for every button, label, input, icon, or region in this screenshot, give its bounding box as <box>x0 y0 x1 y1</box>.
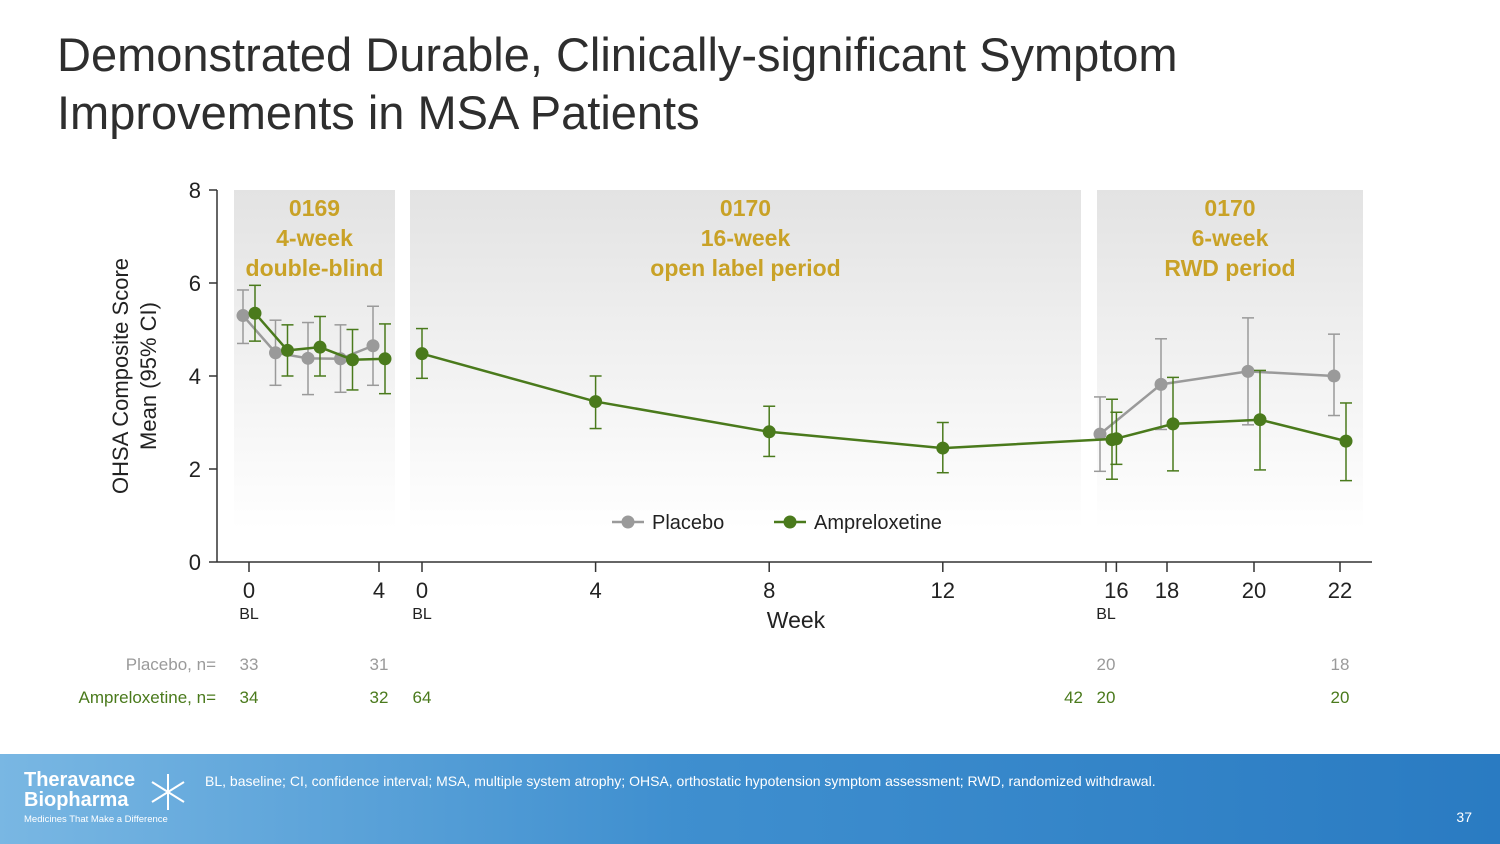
period-band <box>410 190 1081 530</box>
y-tick-label: 2 <box>189 457 201 482</box>
data-point-placebo <box>1093 427 1107 441</box>
n-row-label: Placebo, n= <box>126 655 216 674</box>
x-tick-label: 4 <box>373 578 385 603</box>
x-tick-sublabel: BL <box>239 606 259 623</box>
n-row-label: Ampreloxetine, n= <box>79 688 217 707</box>
data-point-ampreloxetine <box>346 353 359 367</box>
legend-label: Ampreloxetine <box>814 512 942 534</box>
x-tick-label: 12 <box>931 578 955 603</box>
period-label: open label period <box>650 255 840 281</box>
logo-line-1: Theravance <box>24 769 136 791</box>
legend-label: Placebo <box>652 512 724 534</box>
data-point-placebo <box>1241 364 1255 378</box>
n-value: 32 <box>370 688 389 707</box>
data-point-placebo <box>301 351 315 365</box>
data-point-placebo <box>1327 369 1341 383</box>
data-point-ampreloxetine <box>378 352 392 366</box>
footnote: BL, baseline; CI, confidence interval; M… <box>205 773 1156 789</box>
x-tick-label: 22 <box>1328 578 1352 603</box>
period-label: 4-week <box>276 225 353 251</box>
series-line-ampreloxetine <box>1111 418 1347 443</box>
n-value: 18 <box>1331 655 1350 674</box>
data-point-ampreloxetine <box>415 347 429 361</box>
period-label: double-blind <box>246 255 384 281</box>
period-label: RWD period <box>1164 255 1295 281</box>
logo-tagline: Medicines That Make a Difference <box>24 814 168 825</box>
data-point-ampreloxetine <box>313 340 327 354</box>
y-tick-label: 8 <box>189 178 201 203</box>
n-value: 20 <box>1097 655 1116 674</box>
n-value: 42 <box>1064 688 1083 707</box>
x-tick-label: 18 <box>1155 578 1179 603</box>
series-line-placebo <box>1099 370 1335 436</box>
line-chart: 0169 4-week double-blind 0170 16-week open la… <box>79 178 1372 707</box>
n-value: 34 <box>240 688 259 707</box>
data-point-placebo <box>366 339 380 353</box>
period-label: 0169 <box>289 195 340 221</box>
footer-bar: Theravance Biopharma Medicines That Make… <box>0 754 1500 844</box>
data-point-ampreloxetine <box>1339 434 1353 448</box>
data-point-ampreloxetine <box>1253 413 1267 427</box>
slide-title: Demonstrated Durable, Clinically-signifi… <box>57 28 1178 139</box>
n-value: 64 <box>413 688 432 707</box>
x-tick-sublabel: BL <box>1096 606 1116 623</box>
y-tick-label: 0 <box>189 550 201 575</box>
x-tick-label: 8 <box>763 578 775 603</box>
y-tick-label: 4 <box>189 364 201 389</box>
data-point-ampreloxetine <box>589 395 603 409</box>
period-label: 16-week <box>701 225 791 251</box>
n-value: 31 <box>370 655 389 674</box>
legend-swatch-marker <box>621 515 635 529</box>
data-point-ampreloxetine <box>936 441 950 455</box>
y-axis-label-line1: OHSA Composite Score <box>108 258 133 494</box>
data-point-ampreloxetine <box>1105 433 1119 447</box>
data-point-ampreloxetine <box>248 306 262 320</box>
logo-line-2: Biopharma <box>24 789 129 811</box>
x-tick-label: 0 <box>243 578 255 603</box>
data-point-placebo <box>236 309 250 323</box>
x-tick-sublabel: BL <box>412 606 432 623</box>
data-point-placebo <box>1154 377 1168 391</box>
x-tick-label: 4 <box>589 578 601 603</box>
y-axis-label: OHSA Composite Score Mean (95% CI) <box>108 258 161 494</box>
company-logo: Theravance Biopharma Medicines That Make… <box>24 769 185 827</box>
star-icon <box>151 774 185 810</box>
x-tick-label: 0 <box>416 578 428 603</box>
n-value: 20 <box>1097 688 1116 707</box>
period-label: 0170 <box>720 195 771 221</box>
data-point-placebo <box>269 346 282 360</box>
y-axis-label-line2: Mean (95% CI) <box>136 302 161 450</box>
page-number: 37 <box>1456 809 1472 825</box>
legend-swatch-marker <box>783 515 797 529</box>
n-value: 33 <box>240 655 259 674</box>
x-axis-label: Week <box>767 607 826 633</box>
data-point-ampreloxetine <box>281 343 294 357</box>
n-value: 20 <box>1331 688 1350 707</box>
period-label: 6-week <box>1192 225 1269 251</box>
period-band <box>1097 190 1363 530</box>
data-point-ampreloxetine <box>1166 417 1180 431</box>
y-tick-label: 6 <box>189 271 201 296</box>
period-label: 0170 <box>1204 195 1255 221</box>
data-point-ampreloxetine <box>762 425 776 439</box>
x-tick-label: 16 <box>1104 578 1128 603</box>
x-tick-label: 20 <box>1242 578 1266 603</box>
